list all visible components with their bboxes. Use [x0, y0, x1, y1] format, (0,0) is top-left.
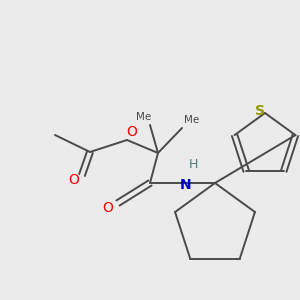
Text: Me: Me: [184, 115, 200, 125]
Text: Me: Me: [136, 112, 152, 122]
Text: S: S: [255, 104, 265, 118]
Text: O: O: [69, 173, 80, 187]
Text: H: H: [188, 158, 198, 172]
Text: O: O: [127, 125, 137, 139]
Text: N: N: [180, 178, 192, 192]
Text: O: O: [103, 201, 113, 215]
